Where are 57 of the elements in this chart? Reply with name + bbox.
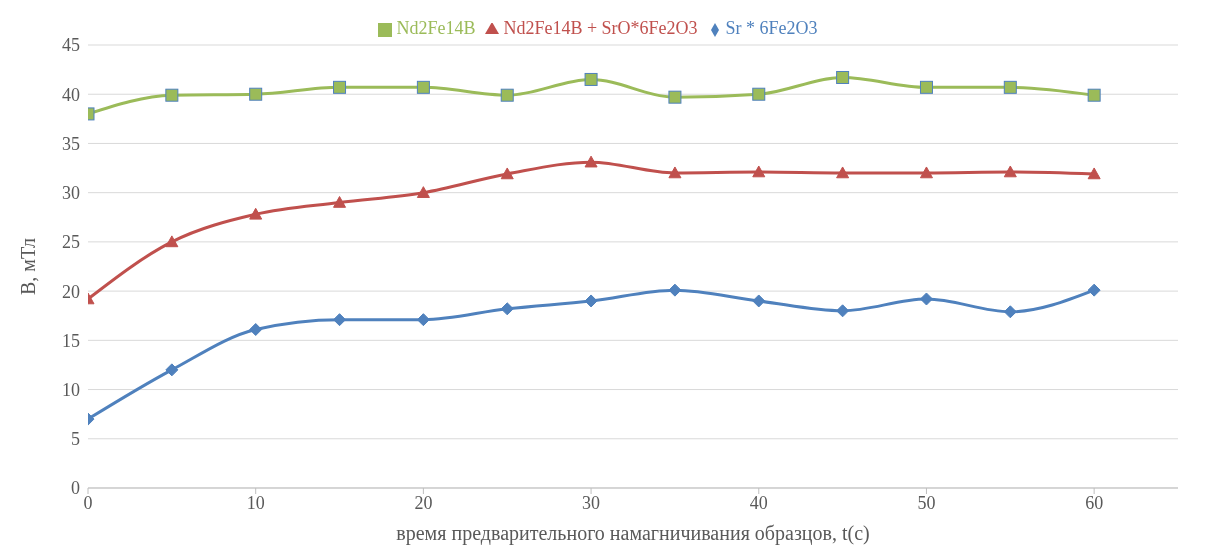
legend-label: Nd2Fe14B <box>396 18 476 38</box>
point <box>836 304 850 318</box>
point <box>584 294 598 308</box>
y-tick-label: 0 <box>71 478 80 499</box>
point <box>500 167 514 180</box>
x-tick-label: 40 <box>749 492 768 513</box>
point <box>1003 305 1017 319</box>
y-tick-label: 10 <box>62 379 80 400</box>
point <box>919 292 933 306</box>
point <box>1087 167 1101 180</box>
y-tick-label: 5 <box>71 429 80 450</box>
point <box>1003 165 1017 178</box>
point <box>333 80 347 94</box>
y-tick-label: 45 <box>62 35 80 56</box>
point <box>752 165 766 178</box>
point <box>919 166 933 179</box>
x-tick-label: 60 <box>1085 492 1104 513</box>
legend-label: Nd2Fe14B + SrO*6Fe2O3 <box>503 18 698 38</box>
point <box>165 88 179 102</box>
y-tick-label: 30 <box>62 183 80 204</box>
point <box>836 166 850 179</box>
point <box>668 90 682 104</box>
point <box>416 186 430 198</box>
point <box>668 166 682 179</box>
point <box>836 70 850 84</box>
point <box>165 363 179 377</box>
point <box>500 302 514 316</box>
x-tick-label: 10 <box>246 492 265 513</box>
point <box>584 155 598 168</box>
point <box>249 207 263 220</box>
point <box>752 87 766 101</box>
point <box>584 72 598 86</box>
point <box>1087 88 1101 102</box>
y-axis-title: B, мТл <box>17 237 40 296</box>
point <box>333 196 347 208</box>
point <box>333 313 347 327</box>
y-tick-label: 35 <box>62 133 80 154</box>
point <box>752 294 766 308</box>
point <box>249 323 263 336</box>
point <box>1087 283 1101 297</box>
point <box>1003 80 1017 94</box>
point <box>500 88 514 102</box>
point <box>919 80 933 94</box>
x-axis-title: время предварительного намагничивания образцов, t(c) <box>396 522 870 546</box>
point <box>165 235 179 248</box>
x-tick-label: 20 <box>414 492 433 513</box>
x-tick-label: 30 <box>582 492 601 513</box>
point <box>416 80 430 94</box>
point <box>668 283 682 297</box>
y-tick-label: 25 <box>62 232 80 253</box>
point <box>416 313 430 327</box>
y-tick-label: 40 <box>62 84 80 105</box>
point <box>249 87 263 101</box>
y-tick-label: 20 <box>62 281 80 302</box>
y-tick-label: 15 <box>62 330 80 351</box>
x-tick-label: 50 <box>917 492 936 513</box>
legend-label: Sr * 6Fe2O3 <box>725 18 818 38</box>
